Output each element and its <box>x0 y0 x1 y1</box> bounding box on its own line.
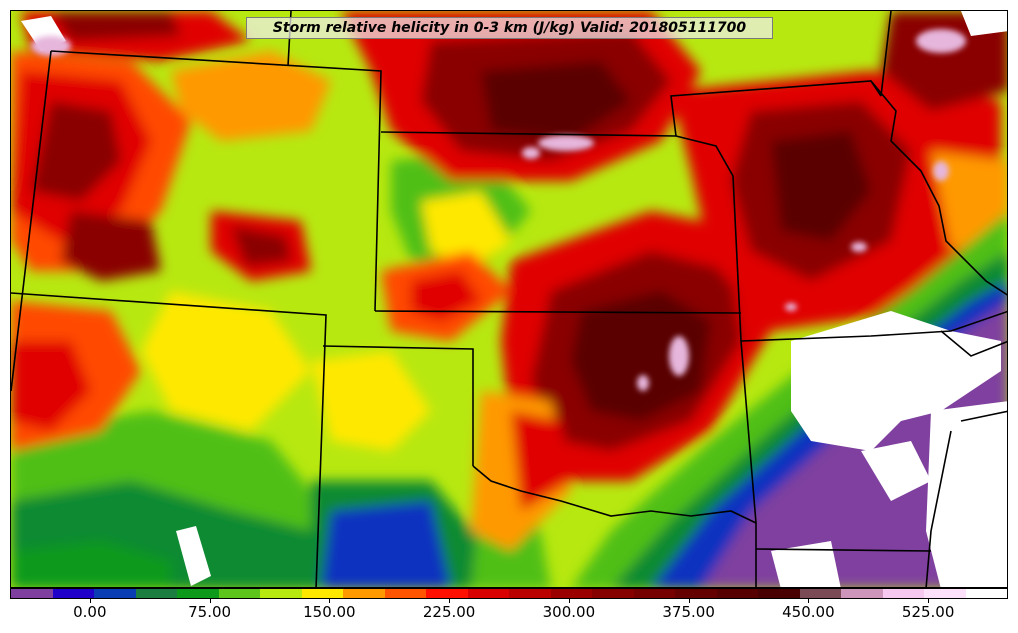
colorbar-swatch <box>177 589 219 598</box>
colorbar-tick <box>329 599 331 603</box>
colorbar-swatch <box>52 589 94 598</box>
colorbar-swatch <box>633 589 675 598</box>
helicity-field <box>11 11 1007 587</box>
colorbar-swatch <box>509 589 551 598</box>
boundary-ne-ia <box>670 80 882 137</box>
colorbar-swatch <box>260 589 302 598</box>
boundary-wy <box>50 50 382 312</box>
colorbar-swatch <box>550 589 592 598</box>
colorbar-swatch <box>592 589 634 598</box>
boundary-ar-ok <box>740 340 757 587</box>
colorbar-swatch <box>675 589 717 598</box>
colorbar <box>10 588 1008 599</box>
map-panel: Storm relative helicity in 0-3 km (J/kg)… <box>10 10 1008 588</box>
colorbar-tick-label: 300.00 <box>542 603 596 621</box>
colorbar-swatch <box>716 589 758 598</box>
colorbar-swatch <box>799 589 841 598</box>
state-boundaries <box>11 11 1007 587</box>
colorbar-tick <box>449 599 451 603</box>
pink-high-spots <box>31 29 966 391</box>
boundary-ms-tn <box>960 410 1007 422</box>
boundary-ks-ok <box>374 310 742 314</box>
colorbar-tick <box>688 599 690 603</box>
colorbar-tick-label: 0.00 <box>73 603 107 621</box>
colorbar-ticks <box>10 599 1008 603</box>
boundary-nm-tx <box>322 345 474 466</box>
boundary-ne-sd <box>380 131 677 137</box>
colorbar-tick-label: 375.00 <box>662 603 715 621</box>
colorbar-swatch <box>343 589 385 598</box>
colorbar-tick <box>89 599 91 603</box>
boundary-mo-ks <box>675 135 742 342</box>
colorbar-tick-label: 450.00 <box>782 603 835 621</box>
helicity-map <box>11 11 1007 587</box>
colorbar-tick <box>808 599 810 603</box>
colorbar-tick <box>209 599 211 603</box>
map-title: Storm relative helicity in 0-3 km (J/kg)… <box>246 17 773 39</box>
boundary-mississippi <box>870 80 1007 296</box>
boundary-id-ut <box>11 50 52 392</box>
colorbar-tick-label: 525.00 <box>901 603 955 621</box>
colorbar-swatch <box>135 589 177 598</box>
colorbar-swatch <box>384 589 426 598</box>
colorbar-swatch <box>924 589 966 598</box>
colorbar-swatch <box>467 589 509 598</box>
colorbar-tick <box>928 599 930 603</box>
white-high-values <box>21 11 1007 587</box>
colorbar-tick-label: 150.00 <box>303 603 356 621</box>
boundary-tn <box>940 330 1007 357</box>
colorbar-swatch <box>11 589 53 598</box>
colorbar-swatch <box>841 589 883 598</box>
colorbar-swatch <box>882 589 924 598</box>
boundary-ms-river <box>925 430 952 587</box>
colorbar-tick-label: 75.00 <box>188 603 232 621</box>
colorbar-swatch <box>94 589 136 598</box>
boundary-mn <box>880 11 892 97</box>
boundary-mo-ar <box>740 310 1007 342</box>
colorbar-swatch <box>758 589 800 598</box>
colorbar-swatch <box>301 589 343 598</box>
boundary-ut-az <box>11 292 327 587</box>
boundary-ar-la <box>755 548 932 552</box>
colorbar-swatch <box>218 589 260 598</box>
colorbar-swatch <box>965 589 1007 598</box>
colorbar-tick-label: 225.00 <box>422 603 476 621</box>
colorbar-swatch <box>426 589 468 598</box>
colorbar-tick <box>568 599 570 603</box>
boundary-red-river <box>472 465 757 524</box>
